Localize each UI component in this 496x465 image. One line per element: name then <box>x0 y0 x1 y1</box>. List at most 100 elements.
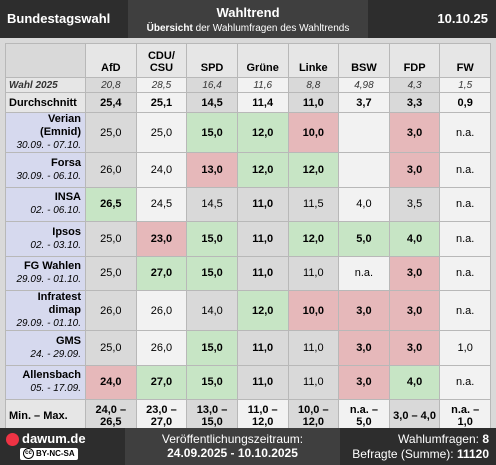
election-row-value: 16,4 <box>186 77 238 93</box>
average-row-value: 25,4 <box>85 92 137 113</box>
poll-value: 26,5 <box>85 186 137 222</box>
average-row-value: 14,5 <box>186 92 238 113</box>
pollster-name: Forsa <box>51 156 81 169</box>
average-row-label: Durchschnitt <box>5 92 86 113</box>
poll-value: 4,0 <box>388 221 441 257</box>
poll-value: n.a. <box>439 221 491 257</box>
election-row-label: Wahl 2025 <box>5 77 86 93</box>
license: BY-NC-SA <box>36 449 75 458</box>
election-row-value: 1,5 <box>439 77 491 93</box>
poll-value: 25,0 <box>85 330 137 366</box>
stats: Wahlumfragen: 8 Befragte (Summe): 11120 <box>352 432 489 462</box>
poll-value <box>338 112 390 153</box>
poll-value: 11,0 <box>236 255 289 291</box>
subtitle-bold: Übersicht <box>146 23 193 34</box>
election-row-value: 11,6 <box>236 77 289 93</box>
average-row-value: 11,0 <box>287 92 340 113</box>
date: 10.10.25 <box>437 11 488 26</box>
average-row-value: 25,1 <box>135 92 188 113</box>
poll-value: 25,0 <box>135 112 188 153</box>
poll-value: 11,0 <box>236 186 289 222</box>
range-row-value: n.a. – 1,0 <box>439 399 491 433</box>
poll-value: n.a. <box>439 255 491 291</box>
polls-value: 8 <box>482 432 489 446</box>
election-row-value: 20,8 <box>85 77 137 93</box>
poll-value: 11,0 <box>287 330 340 366</box>
poll-table: AfD CDU/ CSU SPD Grüne Linke BSW FDP FW Wahl 202… <box>5 43 491 433</box>
title: Wahltrend <box>216 5 280 20</box>
respondents-label: Befragte (Summe): <box>352 447 454 461</box>
poll-value: 3,0 <box>338 330 390 366</box>
poll-value: 3,0 <box>388 112 441 153</box>
party-header: CDU/ CSU <box>135 43 188 78</box>
party-header: FW <box>439 43 491 78</box>
license-badge: cc BY-NC-SA <box>20 448 78 460</box>
poll-row: Verian (Emnid) 30.09. - 07.10. 25,0 25,0 15,… <box>5 112 491 153</box>
poll-row: GMS 24. - 29.09. 25,0 26,0 15,0 11,0 11,0 3,0 3,… <box>5 330 491 366</box>
poll-value: 11,0 <box>236 221 289 257</box>
pollster-name: Allensbach <box>22 369 81 382</box>
footer-bar: dawum.de cc BY-NC-SA Veröffentlichungszei… <box>0 428 496 465</box>
poll-dates: 05. - 17.09. <box>30 383 81 395</box>
poll-value: 11,0 <box>236 330 289 366</box>
poll-value: 3,5 <box>388 186 441 222</box>
poll-value: 14,5 <box>186 186 238 222</box>
respondents-value: 11120 <box>456 447 489 461</box>
range-row-value: n.a. – 5,0 <box>338 399 390 433</box>
poll-value: 27,0 <box>135 255 188 291</box>
poll-value: n.a. <box>338 255 390 291</box>
poll-dates: 24. - 29.09. <box>30 348 81 360</box>
party-header: Linke <box>287 43 340 78</box>
poll-value: 3,0 <box>388 290 441 331</box>
header-bar: Bundestagswahl Wahltrend Übersicht der W… <box>0 0 496 38</box>
polls-label: Wahlumfragen: <box>398 432 479 446</box>
pollster-name: Infratest dimap <box>37 291 81 317</box>
range-row-value: 10,0 – 12,0 <box>287 399 340 433</box>
poll-value: 3,0 <box>388 152 441 188</box>
pollster: Allensbach 05. - 17.09. <box>5 364 86 400</box>
range-row-label: Min. – Max. <box>5 399 86 433</box>
poll-value: 3,0 <box>388 330 441 366</box>
poll-value: 24,0 <box>85 364 137 400</box>
period: Veröffentlichungszeitraum: 24.09.2025 - … <box>125 428 340 465</box>
poll-value: 12,0 <box>236 112 289 153</box>
average-row-value: 3,3 <box>388 92 441 113</box>
poll-value: 25,0 <box>85 221 137 257</box>
poll-dates: 29.09. - 01.10. <box>16 318 82 329</box>
pollster: GMS 24. - 29.09. <box>5 330 86 366</box>
pollster: Verian (Emnid) 30.09. - 07.10. <box>5 112 86 153</box>
subtitle: Übersicht der Wahlumfragen des Wahltrend… <box>128 23 368 34</box>
pollster: Forsa 30.09. - 06.10. <box>5 152 86 188</box>
party-header: BSW <box>338 43 390 78</box>
poll-row: FG Wahlen 29.09. - 01.10. 25,0 27,0 15,0 11,0… <box>5 255 491 291</box>
poll-value: n.a. <box>439 112 491 153</box>
poll-value: 26,0 <box>85 290 137 331</box>
poll-dates: 30.09. - 06.10. <box>16 170 82 182</box>
subtitle-rest: der Wahlumfragen des Wahltrends <box>195 23 350 34</box>
poll-value: n.a. <box>439 290 491 331</box>
poll-value: 24,0 <box>135 152 188 188</box>
poll-value: 26,0 <box>85 152 137 188</box>
poll-value: n.a. <box>439 364 491 400</box>
poll-value: 3,0 <box>338 290 390 331</box>
election-name: Bundestagswahl <box>7 11 111 26</box>
poll-dates: 30.09. - 07.10. <box>16 140 82 151</box>
average-row-value: 11,4 <box>236 92 289 113</box>
poll-value: 15,0 <box>186 330 238 366</box>
license-icon: cc <box>23 448 34 460</box>
pollster: INSA 02. - 06.10. <box>5 186 86 222</box>
poll-value: 3,0 <box>338 364 390 400</box>
table-frame: AfD CDU/ CSU SPD Grüne Linke BSW FDP FW Wahl 202… <box>0 38 496 433</box>
corner <box>5 43 86 78</box>
election-row-value: 4,98 <box>338 77 390 93</box>
poll-value: 14,0 <box>186 290 238 331</box>
pollster: Ipsos 02. - 03.10. <box>5 221 86 257</box>
site[interactable]: dawum.de <box>22 431 86 446</box>
poll-dates: 02. - 03.10. <box>30 239 81 251</box>
pollster-name: Ipsos <box>52 225 81 238</box>
pollster-name: FG Wahlen <box>23 260 81 273</box>
header-center: Wahltrend Übersicht der Wahlumfragen des… <box>128 0 368 38</box>
poll-value: 13,0 <box>186 152 238 188</box>
poll-value: 3,0 <box>388 255 441 291</box>
